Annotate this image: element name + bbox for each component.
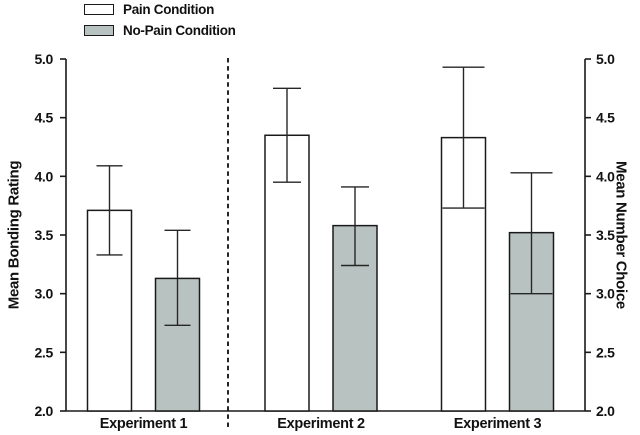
right-tick-label-2.5: 2.5 [596, 344, 615, 360]
legend-item-pain: Pain Condition [84, 2, 236, 17]
left-tick-label-4.0: 4.0 [34, 168, 53, 184]
right-tick-label-2.0: 2.0 [596, 403, 615, 419]
legend-item-no-pain: No-Pain Condition [84, 23, 236, 38]
legend-label-pain: Pain Condition [123, 2, 215, 17]
right-tick-label-5.0: 5.0 [596, 51, 615, 67]
right-tick-label-3.0: 3.0 [596, 286, 615, 302]
left-tick-label-3.0: 3.0 [34, 286, 53, 302]
x-axis-label-experiment-3: Experiment 3 [454, 416, 542, 432]
right-tick-label-3.5: 3.5 [596, 227, 615, 243]
right-axis-title: Mean Number Choice [612, 161, 630, 309]
legend-label-no-pain: No-Pain Condition [123, 23, 236, 38]
legend-swatch-pain-icon [84, 4, 114, 15]
left-tick-label-5.0: 5.0 [34, 51, 53, 67]
left-axis-title: Mean Bonding Rating [5, 160, 23, 310]
left-tick-label-2.0: 2.0 [34, 403, 53, 419]
left-tick-label-2.5: 2.5 [34, 344, 53, 360]
left-tick-label-3.5: 3.5 [34, 227, 53, 243]
right-tick-label-4.0: 4.0 [596, 168, 615, 184]
left-tick-label-4.5: 4.5 [34, 110, 53, 126]
x-axis-label-experiment-1: Experiment 1 [100, 416, 188, 432]
legend: Pain Condition No-Pain Condition [84, 2, 236, 38]
legend-swatch-no-pain-icon [84, 25, 114, 36]
right-tick-label-4.5: 4.5 [596, 110, 615, 126]
x-axis-label-experiment-2: Experiment 2 [277, 416, 365, 432]
